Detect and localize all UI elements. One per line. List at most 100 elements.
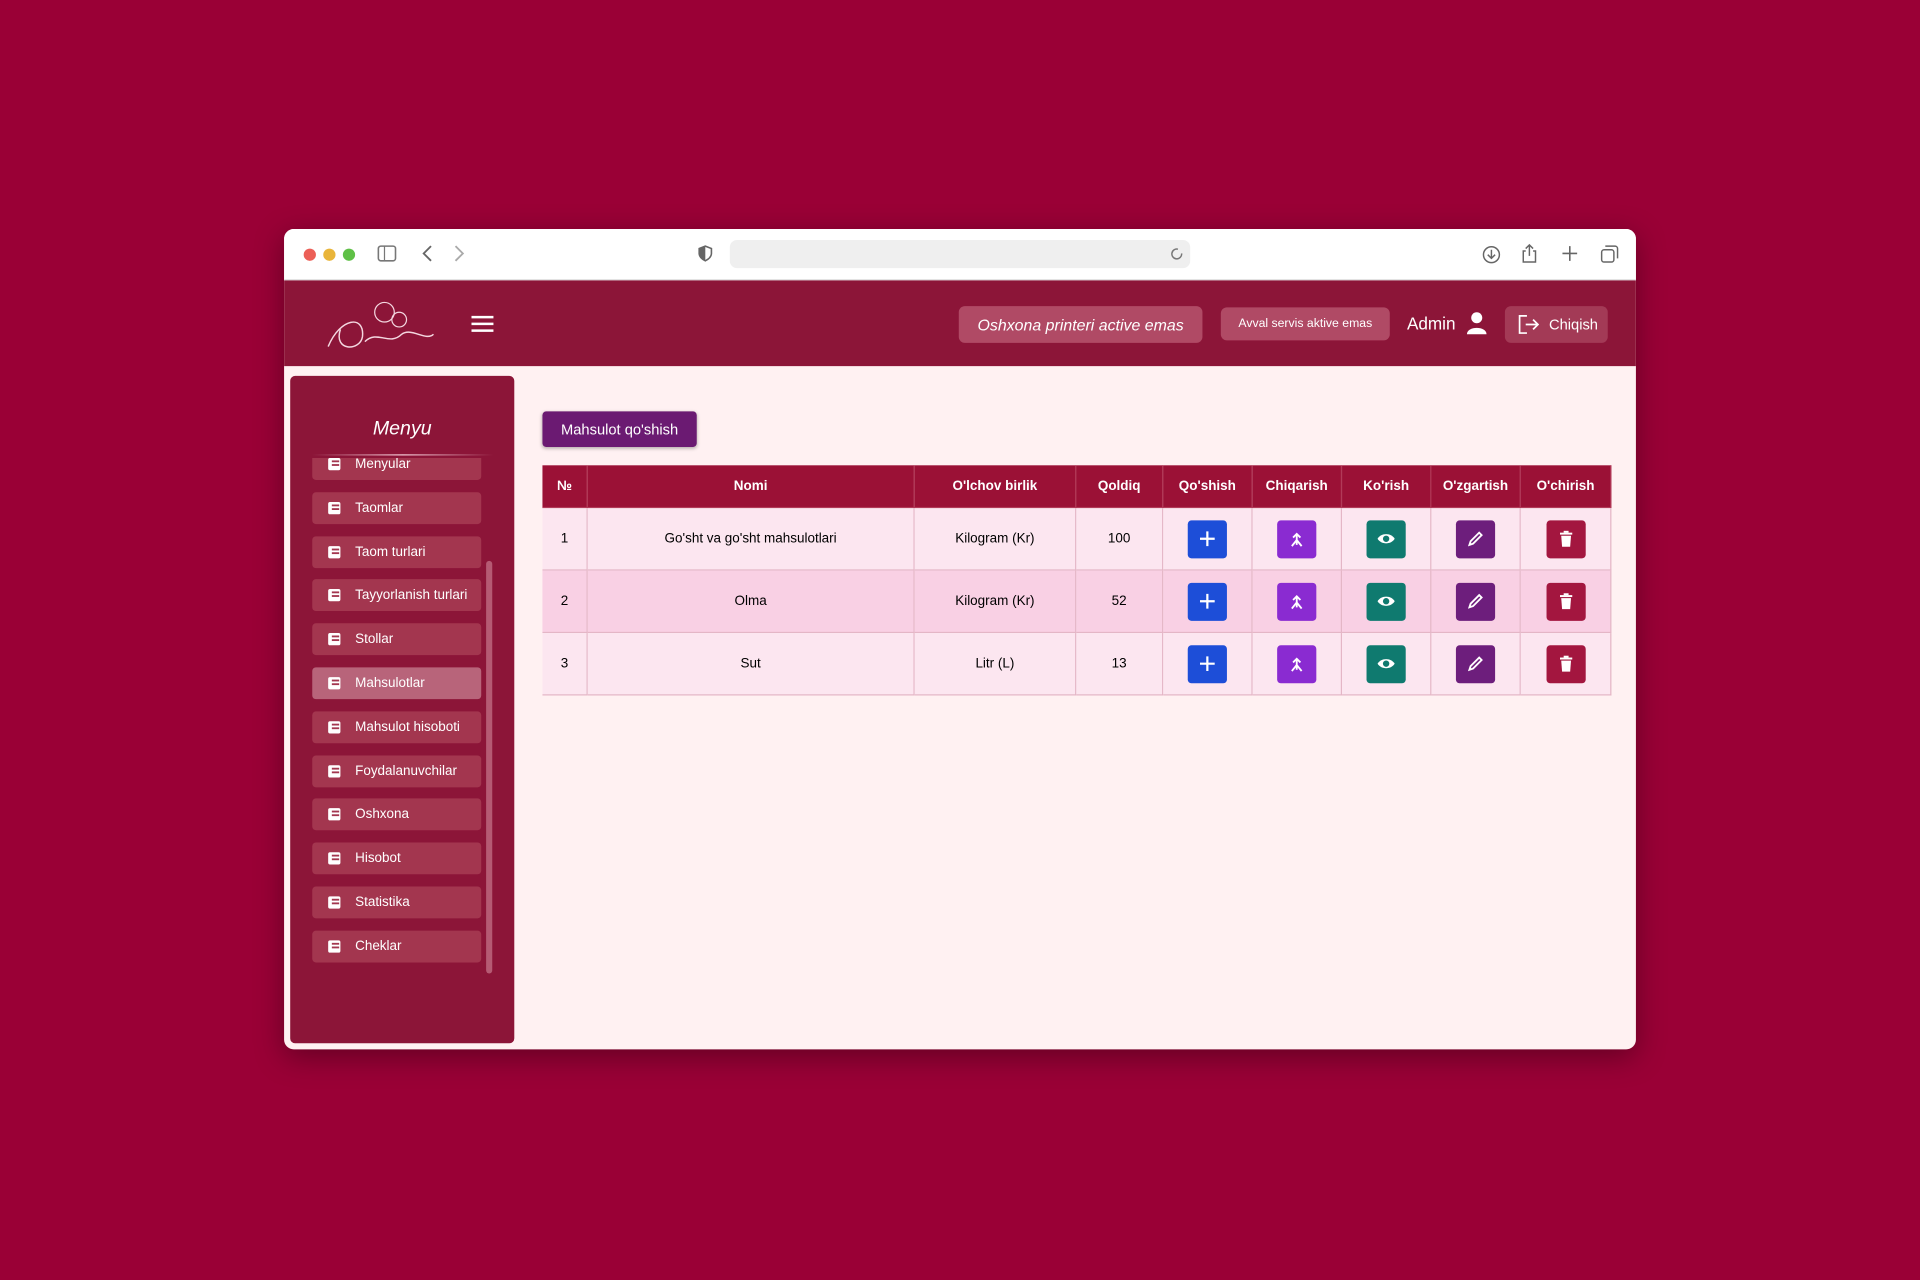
view-button[interactable]: [1366, 582, 1406, 621]
zoom-dot[interactable]: [342, 248, 356, 261]
logo[interactable]: [316, 293, 438, 357]
user-name: Admin: [1406, 313, 1456, 334]
menu-toggle[interactable]: [471, 315, 494, 333]
action-icon: [1559, 593, 1572, 610]
menu-icon: [328, 808, 341, 821]
action-cell: [1342, 508, 1432, 571]
menu-item[interactable]: Oshxona: [312, 798, 482, 831]
logout-icon: [1518, 315, 1540, 334]
menu-label: Cheklar: [355, 938, 402, 954]
column-header: Qoldiq: [1076, 465, 1164, 509]
menu-label: Tayyorlanish turlari: [355, 588, 468, 603]
menu-label: Taom turlari: [355, 544, 426, 560]
scrollbar[interactable]: [486, 560, 493, 974]
forward[interactable]: [453, 245, 465, 262]
delete-button[interactable]: [1545, 644, 1586, 683]
remove-stock-button[interactable]: [1277, 582, 1317, 621]
menu-icon: [328, 501, 341, 515]
share[interactable]: [1521, 242, 1538, 264]
table-cell: Olma: [587, 570, 915, 634]
view-button[interactable]: [1366, 644, 1406, 683]
address-bar[interactable]: [729, 240, 1191, 269]
action-icon: [1559, 655, 1572, 672]
menu-item[interactable]: Foydalanuvchilar: [312, 755, 482, 787]
tabs[interactable]: [1600, 245, 1619, 263]
action-icon: [1467, 531, 1483, 547]
action-icon: [1291, 657, 1303, 672]
logout-button[interactable]: Chiqish: [1504, 306, 1608, 343]
table-cell: 13: [1076, 633, 1164, 696]
menu-label: Mahsulot hisoboti: [355, 719, 460, 735]
table-cell: 52: [1076, 570, 1164, 634]
menu-item[interactable]: Tayyorlanish turlari: [312, 579, 482, 612]
action-cell: [1252, 508, 1343, 571]
column-header: Qo'shish: [1163, 465, 1253, 509]
edit-button[interactable]: [1455, 644, 1496, 683]
action-icon: [1377, 534, 1395, 544]
action-icon: [1377, 659, 1395, 669]
table-cell: 3: [542, 633, 588, 696]
menu-item[interactable]: Stollar: [312, 623, 482, 656]
sidebar-toggle[interactable]: [377, 245, 397, 262]
menu-item[interactable]: Hisobot: [312, 842, 482, 875]
service-status[interactable]: Avval servis aktive emas: [1220, 307, 1390, 341]
browser-window: Oshxona printeri active emas Avval servi…: [284, 228, 1636, 1050]
table-cell: Sut: [587, 633, 915, 696]
divider: [312, 454, 494, 456]
menu-item[interactable]: Statistika: [312, 886, 482, 919]
action-cell: [1252, 570, 1343, 634]
action-icon: [1291, 595, 1303, 610]
remove-stock-button[interactable]: [1277, 519, 1317, 558]
action-icon: [1467, 656, 1483, 672]
column-header: O'chirish: [1520, 465, 1612, 509]
action-cell: [1431, 570, 1521, 634]
delete-button[interactable]: [1545, 582, 1586, 621]
action-icon: [1200, 531, 1215, 547]
sidebar: Menyu Menyular Taomlar Taom turlari Tayyorl…: [290, 375, 515, 1044]
menu-item[interactable]: Mahsulot hisoboti: [312, 711, 482, 744]
close-dot[interactable]: [303, 248, 316, 261]
new-tab[interactable]: [1561, 245, 1578, 262]
action-cell: [1520, 633, 1612, 696]
add-stock-button[interactable]: [1187, 519, 1227, 558]
reload[interactable]: [1171, 247, 1184, 260]
column-header: №: [542, 465, 588, 509]
user-icon: [1466, 312, 1487, 335]
menu-label: Statistika: [355, 895, 410, 910]
menu-item[interactable]: Cheklar: [312, 930, 482, 963]
action-icon: [1467, 593, 1483, 609]
menu-icon: [328, 589, 341, 602]
delete-button[interactable]: [1545, 519, 1586, 558]
remove-stock-button[interactable]: [1277, 644, 1317, 683]
menu-icon: [328, 677, 341, 690]
products-table: № Nomi O'lchov birlik Qoldiq Qo'shish Chiqari…: [542, 465, 1612, 696]
table-cell: 100: [1076, 508, 1164, 571]
table-cell: Kilogram (Kr): [914, 508, 1077, 571]
menu-item[interactable]: Menyular: [312, 457, 482, 481]
back[interactable]: [421, 245, 433, 262]
column-header: O'zgartish: [1431, 465, 1521, 509]
add-stock-button[interactable]: [1187, 644, 1227, 683]
menu-item[interactable]: Mahsulotlar: [312, 667, 482, 700]
column-header: O'lchov birlik: [914, 465, 1077, 509]
add-product-button[interactable]: Mahsulot qo'shish: [542, 411, 697, 447]
printer-status[interactable]: Oshxona printeri active emas: [958, 306, 1203, 343]
menu-label: Menyular: [355, 457, 411, 472]
add-stock-button[interactable]: [1187, 582, 1227, 621]
minimize-dot[interactable]: [323, 248, 336, 261]
sidebar-title: Menyu: [372, 418, 432, 440]
logout-label: Chiqish: [1548, 315, 1598, 334]
column-header: Nomi: [587, 465, 915, 509]
action-icon: [1200, 656, 1215, 672]
downloads[interactable]: [1482, 245, 1502, 265]
menu-icon: [328, 457, 341, 471]
sidebar-list: Menyular Taomlar Taom turlari Tayyorlanish …: [290, 457, 514, 997]
action-icon: [1200, 593, 1215, 609]
edit-button[interactable]: [1455, 519, 1496, 558]
action-cell: [1163, 633, 1253, 696]
menu-item[interactable]: Taomlar: [312, 491, 482, 524]
view-button[interactable]: [1366, 519, 1406, 558]
edit-button[interactable]: [1455, 582, 1496, 621]
menu-item[interactable]: Taom turlari: [312, 535, 482, 568]
